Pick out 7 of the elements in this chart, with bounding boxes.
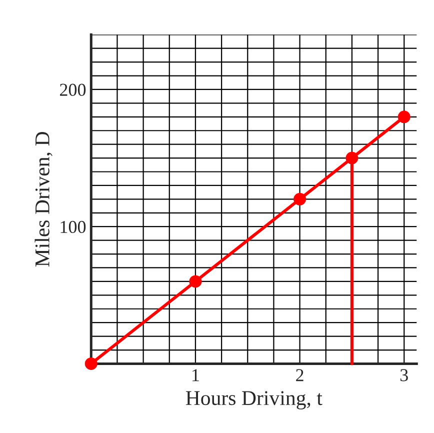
x-tick-label: 2 [296,369,304,382]
x-axis-title: Hours Driving, t [186,391,322,410]
y-tick-label: 100 [60,220,86,234]
y-tick-label: 200 [60,84,86,96]
x-tick-label: 3 [400,369,408,382]
x-tick-label: 1 [192,369,199,382]
y-axis-title: Miles Driven, D [34,132,52,267]
